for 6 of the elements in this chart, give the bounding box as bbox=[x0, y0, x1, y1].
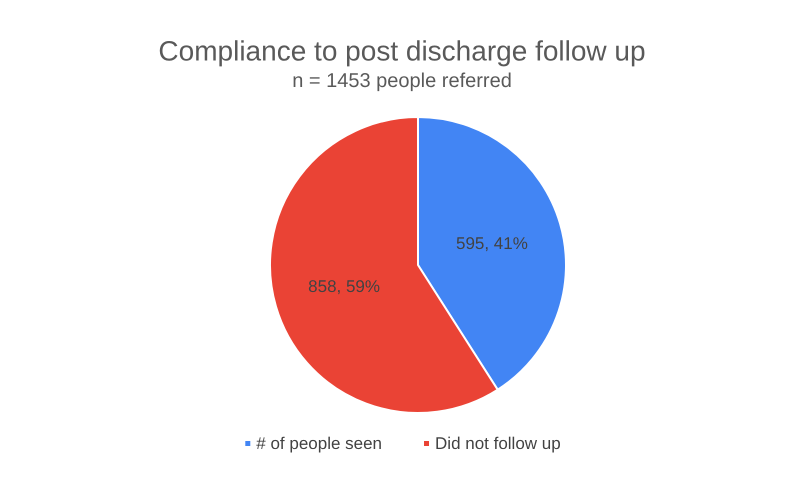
chart-subtitle: n = 1453 people referred bbox=[292, 70, 512, 92]
data-label: 595, 41% bbox=[456, 234, 528, 253]
legend-label: # of people seen bbox=[256, 434, 382, 453]
data-label: 858, 59% bbox=[308, 277, 380, 296]
chart-title: Compliance to post discharge follow up bbox=[158, 36, 646, 66]
legend-label: Did not follow up bbox=[435, 434, 561, 453]
